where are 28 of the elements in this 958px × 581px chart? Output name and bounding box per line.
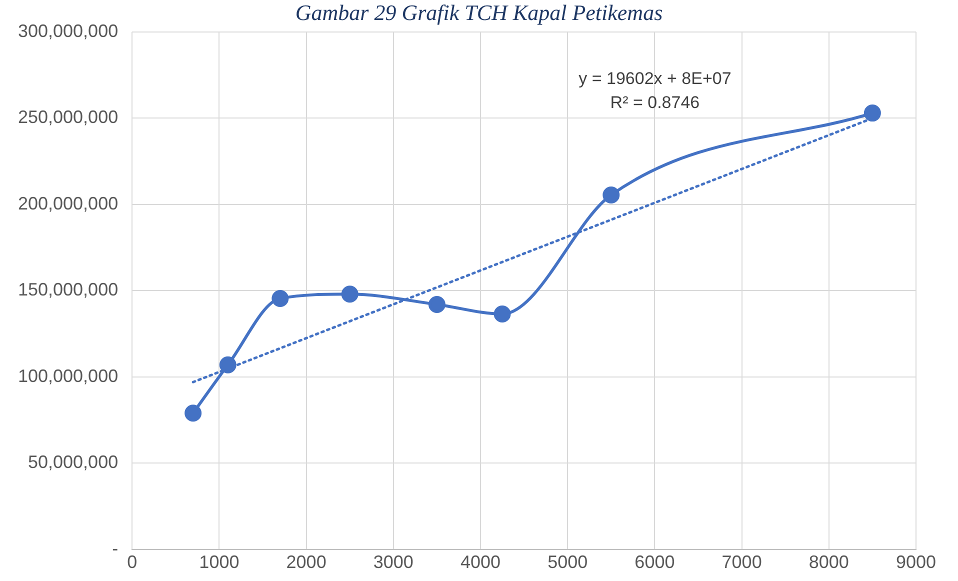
point [494, 305, 511, 322]
x-tick-label: 3000 [373, 552, 414, 572]
point [219, 356, 236, 374]
y-tick-label: 250,000,000 [18, 107, 118, 128]
point [864, 104, 881, 122]
point [341, 286, 358, 303]
annotation: R² = 0.8746 [610, 93, 700, 112]
x-tick-label: 8000 [808, 552, 849, 572]
x-tick-label: 7000 [722, 552, 762, 572]
point [428, 296, 446, 313]
y-tick-label: 100,000,000 [18, 366, 118, 386]
y-tick-label: 300,000,000 [18, 20, 118, 41]
chart-title: Gambar 29 Grafik TCH Kapal Petikemas [295, 0, 663, 25]
x-tick-label: 5000 [548, 552, 588, 572]
y-tick-label: 150,000,000 [18, 280, 118, 300]
x-tick-label: 9000 [896, 552, 936, 572]
annotation: y = 19602x + 8E+07 [578, 69, 732, 88]
x-tick-label: 2000 [286, 552, 326, 572]
point [184, 404, 202, 422]
y-tick-label: 200,000,000 [18, 193, 118, 214]
point [602, 186, 620, 204]
x-tick-label: 1000 [199, 552, 240, 572]
x-tick-label: 4000 [460, 552, 501, 572]
x-tick-label: 0 [127, 552, 138, 572]
y-tick-label: 50,000,000 [28, 452, 118, 472]
point [272, 290, 289, 307]
y-tick-label: - [112, 538, 118, 558]
x-tick-label: 6000 [634, 552, 675, 572]
